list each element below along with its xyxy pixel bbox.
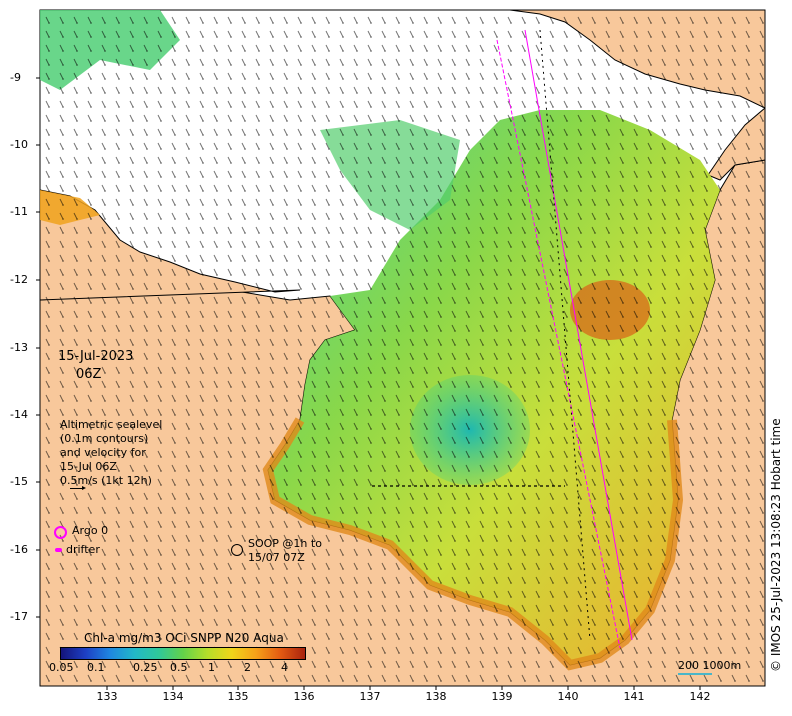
- soop-marker-icon: [231, 544, 243, 556]
- lat-label: -14: [10, 408, 28, 421]
- lon-label: 138: [425, 690, 447, 703]
- altimetry-line-3: and velocity for: [60, 446, 146, 459]
- altimetry-line-5: 0.5m/s (1kt 12h): [60, 474, 152, 487]
- altimetry-line-4: 15-Jul 06Z: [60, 460, 117, 473]
- copyright-text: © IMOS 25-Jul-2023 13:08:23 Hobart time: [769, 418, 783, 672]
- soop-line-2: 15/07 07Z: [248, 551, 305, 564]
- lat-label: -15: [10, 475, 28, 488]
- lon-label: 133: [96, 690, 118, 703]
- altimetry-line-1: Altimetric sealevel: [60, 418, 163, 431]
- lon-label: 142: [689, 690, 711, 703]
- colorbar-tick: 1: [208, 661, 215, 674]
- lon-label: 137: [359, 690, 381, 703]
- track-black-2: [539, 29, 591, 641]
- lat-label: -17: [10, 610, 28, 623]
- drifter-marker-icon: [55, 548, 62, 552]
- colorbar-title: Chl-a mg/m3 OCi SNPP N20 Aqua: [84, 631, 284, 645]
- colorbar: [60, 647, 306, 660]
- date-line: 15-Jul-2023: [58, 349, 134, 364]
- track-magenta-2: [524, 29, 633, 641]
- lat-label: -12: [10, 273, 28, 286]
- colorbar-tick: 0.05: [49, 661, 74, 674]
- colorbar-tick: 4: [281, 661, 288, 674]
- lat-ticks: [36, 77, 40, 618]
- lat-label: -10: [10, 138, 28, 151]
- lon-label: 140: [557, 690, 579, 703]
- lon-label: 141: [623, 690, 645, 703]
- lat-label: -11: [10, 205, 28, 218]
- time-line: 06Z: [76, 367, 102, 382]
- colorbar-tick: 2: [244, 661, 251, 674]
- soop-label: SOOP @1h to 15/07 07Z: [248, 537, 322, 565]
- soop-line-1: SOOP @1h to: [248, 537, 322, 550]
- lon-label: 139: [491, 690, 513, 703]
- colorbar-tick: 0.25: [133, 661, 158, 674]
- drifter-label: drifter: [66, 543, 100, 556]
- depth-scale-label: 200 1000m: [678, 659, 742, 672]
- altimetry-line-2: (0.1m contours): [60, 432, 149, 445]
- map-date: 15-Jul-2023 06Z: [58, 348, 133, 384]
- lon-ticks: [106, 686, 701, 690]
- lon-label: 135: [227, 690, 249, 703]
- lat-label: -9: [10, 71, 21, 84]
- velocity-arrows: [40, 10, 765, 686]
- lon-label: 134: [162, 690, 184, 703]
- velocity-scale-arrow: [70, 486, 86, 490]
- altimetry-note: Altimetric sealevel (0.1m contours) and …: [60, 418, 162, 488]
- colorbar-tick: 0.5: [170, 661, 188, 674]
- argo-label: Argo 0: [72, 524, 109, 537]
- lat-label: -16: [10, 543, 28, 556]
- argo-marker-icon: [54, 526, 67, 539]
- colorbar-tick: 0.1: [87, 661, 105, 674]
- track-magenta-1: [496, 39, 621, 649]
- lat-label: -13: [10, 341, 28, 354]
- depth-scale-line: [678, 673, 712, 675]
- lon-label: 136: [293, 690, 315, 703]
